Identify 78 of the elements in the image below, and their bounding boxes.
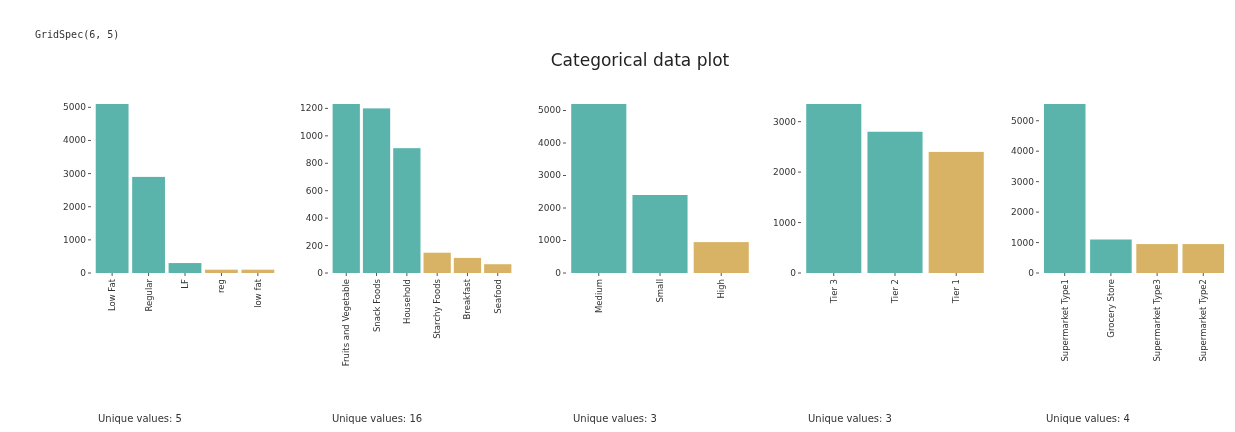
x-tick-label: Fruits and Vegetable xyxy=(341,279,352,367)
y-tick-label: 4000 xyxy=(1011,146,1035,157)
y-tick-label: 3000 xyxy=(1011,176,1035,187)
x-tick-label: Starchy Foods xyxy=(432,278,443,339)
y-tick-label: 5000 xyxy=(1011,115,1035,126)
x-tick-label: Regular xyxy=(143,278,154,312)
y-tick-label: 3000 xyxy=(538,170,562,181)
x-tick-label: Grocery Store xyxy=(1105,279,1116,338)
bar xyxy=(484,264,512,273)
y-tick-label: 400 xyxy=(305,213,324,224)
bar xyxy=(1043,104,1086,273)
y-tick-label: 0 xyxy=(555,267,562,278)
text: Unique values: 16 xyxy=(331,413,423,424)
bar xyxy=(453,257,482,273)
x-tick-label: reg xyxy=(216,279,227,293)
x-tick-label: Supermarket Type3 xyxy=(1152,279,1163,362)
y-tick-label: 0 xyxy=(790,267,797,278)
y-tick-label: 600 xyxy=(305,185,324,196)
x-tick-label: Supermarket Type2 xyxy=(1198,279,1209,362)
y-tick-label: 5000 xyxy=(538,105,562,116)
y-tick-label: 0 xyxy=(317,267,324,278)
x-tick-label: Snack Foods xyxy=(371,278,382,333)
y-tick-label: 200 xyxy=(305,240,324,251)
x-tick-label: Low Fat xyxy=(107,278,118,312)
y-tick-label: 1200 xyxy=(300,103,324,114)
bar xyxy=(205,269,238,273)
x-tick-label: Seafood xyxy=(492,279,503,314)
bar xyxy=(867,131,923,273)
text: GridSpec(6, 5) xyxy=(35,29,120,40)
bar xyxy=(241,269,275,273)
y-tick-label: 1000 xyxy=(63,234,87,245)
bar xyxy=(95,104,129,273)
bar xyxy=(1182,244,1225,273)
bar xyxy=(362,108,391,273)
x-tick-label: Household xyxy=(401,279,412,324)
bar xyxy=(806,104,862,273)
x-tick-label: low fat xyxy=(252,278,263,308)
bar xyxy=(423,252,451,273)
y-tick-label: 0 xyxy=(80,267,87,278)
y-tick-label: 2000 xyxy=(63,201,87,212)
text: Unique values: 3 xyxy=(808,413,892,424)
bar xyxy=(928,151,984,273)
y-tick-label: 1000 xyxy=(300,130,324,141)
x-tick-label: Supermarket Type1 xyxy=(1059,279,1070,362)
y-tick-label: 2000 xyxy=(773,167,797,178)
y-tick-label: 800 xyxy=(305,158,324,169)
y-tick-label: 5000 xyxy=(63,102,87,113)
y-tick-label: 2000 xyxy=(538,202,562,213)
x-tick-label: LF xyxy=(180,278,190,289)
chart-title: Categorical data plot xyxy=(550,50,730,70)
x-tick-label: Tier 1 xyxy=(951,279,962,305)
text: Unique values: 4 xyxy=(1046,413,1130,424)
x-tick-label: Small xyxy=(655,279,665,303)
y-tick-label: 3000 xyxy=(773,116,797,127)
bar xyxy=(393,148,421,273)
bar xyxy=(632,195,688,273)
bar xyxy=(693,242,749,273)
bar xyxy=(1090,239,1132,273)
x-tick-label: Breakfast xyxy=(462,278,473,320)
x-tick-label: Tier 2 xyxy=(890,279,900,305)
bar xyxy=(168,263,202,273)
y-tick-label: 2000 xyxy=(1011,207,1035,218)
bar xyxy=(1136,244,1178,273)
y-tick-label: 1000 xyxy=(773,217,797,228)
bar xyxy=(132,176,165,273)
y-tick-label: 3000 xyxy=(63,168,87,179)
y-tick-label: 4000 xyxy=(63,135,87,146)
bar xyxy=(571,104,627,273)
x-tick-label: High xyxy=(716,279,727,299)
text: Unique values: 3 xyxy=(573,413,657,424)
y-tick-label: 0 xyxy=(1028,267,1035,278)
text: Unique values: 5 xyxy=(98,413,182,424)
y-tick-label: 1000 xyxy=(538,235,562,246)
x-tick-label: Tier 3 xyxy=(828,279,839,305)
y-tick-label: 4000 xyxy=(538,137,562,148)
x-tick-label: Medium xyxy=(593,279,604,313)
y-tick-label: 1000 xyxy=(1011,237,1035,248)
bar xyxy=(332,104,360,273)
